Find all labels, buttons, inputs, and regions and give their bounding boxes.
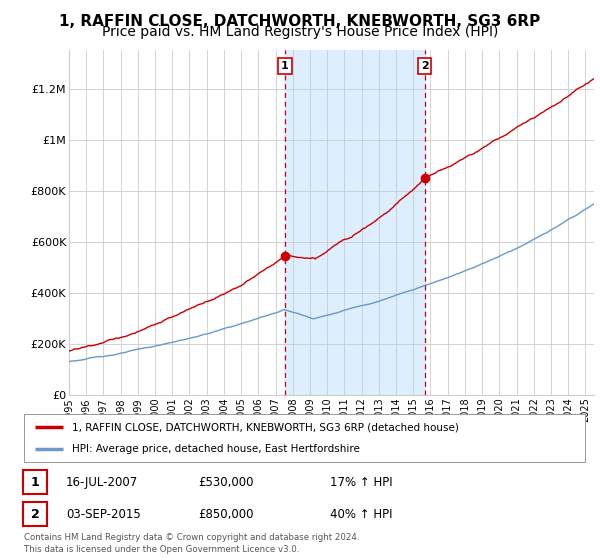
Text: Price paid vs. HM Land Registry's House Price Index (HPI): Price paid vs. HM Land Registry's House … [102,25,498,39]
Text: £850,000: £850,000 [198,507,254,521]
Text: £530,000: £530,000 [198,475,254,489]
Text: 1: 1 [281,60,289,71]
Text: 1, RAFFIN CLOSE, DATCHWORTH, KNEBWORTH, SG3 6RP (detached house): 1, RAFFIN CLOSE, DATCHWORTH, KNEBWORTH, … [71,422,458,432]
Text: 40% ↑ HPI: 40% ↑ HPI [330,507,392,521]
Text: 17% ↑ HPI: 17% ↑ HPI [330,475,392,489]
Text: HPI: Average price, detached house, East Hertfordshire: HPI: Average price, detached house, East… [71,444,359,454]
Text: 2: 2 [421,60,428,71]
Text: 2: 2 [31,507,40,521]
Text: 03-SEP-2015: 03-SEP-2015 [66,507,141,521]
Bar [285,50,425,395]
Text: Contains HM Land Registry data © Crown copyright and database right 2024.
This d: Contains HM Land Registry data © Crown c… [24,533,359,554]
Text: 1, RAFFIN CLOSE, DATCHWORTH, KNEBWORTH, SG3 6RP: 1, RAFFIN CLOSE, DATCHWORTH, KNEBWORTH, … [59,14,541,29]
Text: 16-JUL-2007: 16-JUL-2007 [66,475,138,489]
Text: 1: 1 [31,475,40,489]
